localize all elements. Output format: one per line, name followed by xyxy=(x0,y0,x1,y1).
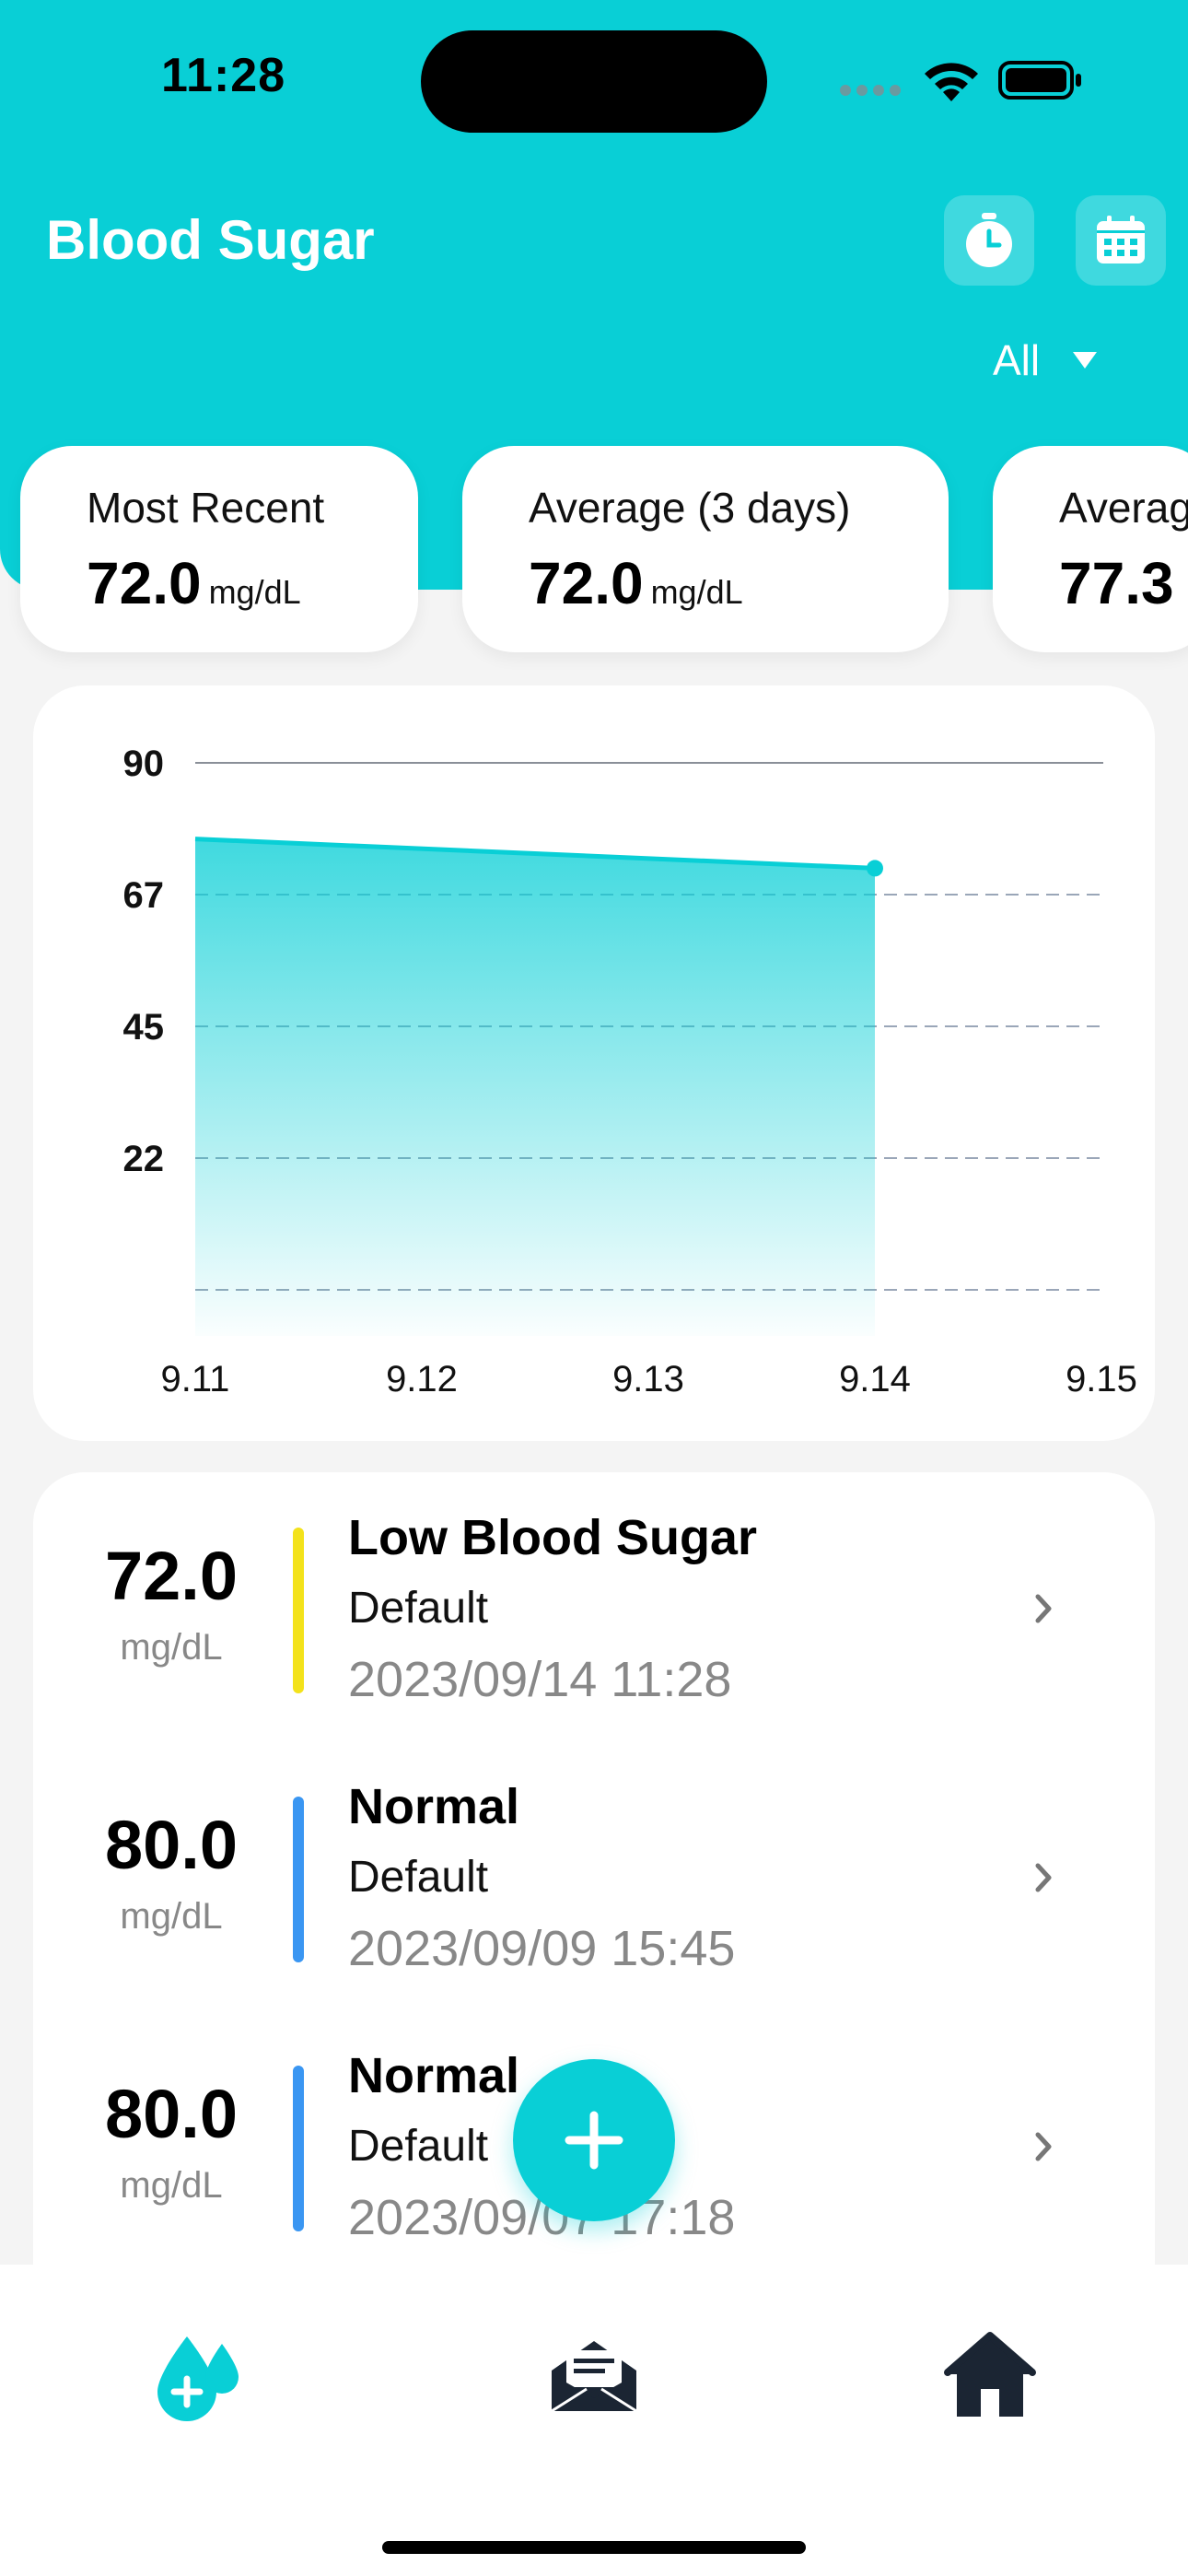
entry-profile: Default xyxy=(348,2122,489,2171)
add-reading-button[interactable] xyxy=(513,2059,675,2221)
series-line xyxy=(194,837,876,871)
entry-profile: Default xyxy=(348,1853,489,1902)
summary-label: Average (3 days) xyxy=(529,484,851,532)
wifi-icon xyxy=(925,63,978,101)
data-point xyxy=(867,860,883,877)
entry-timestamp: 2023/09/14 11:28 xyxy=(348,1652,732,1707)
y-tick-label: 45 xyxy=(123,1007,165,1048)
entry-unit: mg/dL xyxy=(120,2165,223,2206)
summary-card-average-3-days: Average (3 days) 72.0 mg/dL xyxy=(462,446,949,652)
summary-unit: mg/dL xyxy=(650,573,743,611)
list-item[interactable]: 80.0 mg/dL Normal Default 2023/09/07 17:… xyxy=(33,2010,1155,2277)
list-item[interactable]: 80.0 mg/dL Normal Default 2023/09/09 15:… xyxy=(33,1741,1155,2008)
calendar-button[interactable] xyxy=(1076,195,1166,286)
tab-bar xyxy=(0,2265,1188,2576)
timer-button[interactable] xyxy=(944,195,1034,286)
list-item[interactable]: 72.0 mg/dL Low Blood Sugar Default 2023/… xyxy=(33,1472,1155,1739)
entry-profile: Default xyxy=(348,1584,489,1633)
entry-timestamp: 2023/09/09 15:45 xyxy=(348,1921,736,1976)
status-color-bar xyxy=(293,1797,304,1962)
cellular-signal-icon xyxy=(840,85,901,96)
home-icon xyxy=(944,2332,1036,2417)
summary-value: 77.3 xyxy=(1059,550,1174,616)
status-bar: 11:28 xyxy=(0,0,1188,166)
y-tick-label: 67 xyxy=(123,875,165,916)
tab-home[interactable] xyxy=(930,2320,1050,2430)
entry-status: Low Blood Sugar xyxy=(348,1510,757,1565)
summary-label: Averag xyxy=(1059,484,1188,532)
filter-dropdown[interactable]: All xyxy=(993,335,1099,385)
entry-status: Normal xyxy=(348,2048,520,2103)
plus-icon xyxy=(565,2111,623,2170)
entry-unit: mg/dL xyxy=(120,1896,223,1937)
entry-unit: mg/dL xyxy=(120,1627,223,1668)
entry-value: 72.0 xyxy=(104,1538,239,1614)
home-indicator xyxy=(382,2541,806,2554)
chart-svg: 90 67 45 22 9.11 9.12 9.13 9.14 9.15 xyxy=(123,744,1137,1399)
summary-value: 72.0 xyxy=(529,550,644,616)
page-title: Blood Sugar xyxy=(46,209,375,271)
dropdown-triangle-icon xyxy=(1073,352,1098,369)
chevron-right-icon xyxy=(1035,1863,1052,1892)
blood-drop-icon xyxy=(157,2336,239,2421)
status-time: 11:28 xyxy=(161,49,286,102)
y-tick-label: 90 xyxy=(123,744,165,784)
chevron-right-icon xyxy=(1035,2132,1052,2161)
summary-card-most-recent: Most Recent 72.0 mg/dL xyxy=(20,446,418,652)
status-color-bar xyxy=(293,1528,304,1693)
filter-label: All xyxy=(993,336,1041,384)
y-tick-label: 22 xyxy=(123,1139,165,1179)
stopwatch-icon xyxy=(966,213,1012,267)
summary-value: 72.0 xyxy=(87,550,202,616)
x-tick-label: 9.11 xyxy=(161,1359,230,1399)
mail-icon xyxy=(551,2341,637,2413)
dynamic-island xyxy=(421,30,767,133)
tab-messages[interactable] xyxy=(534,2320,654,2430)
x-tick-label: 9.13 xyxy=(612,1359,684,1399)
series-area xyxy=(195,838,875,1336)
blood-sugar-chart: 90 67 45 22 9.11 9.12 9.13 9.14 9.15 xyxy=(33,685,1155,1441)
x-tick-label: 9.15 xyxy=(1066,1359,1137,1399)
calendar-icon xyxy=(1097,216,1145,263)
summary-card-average-partial: Averag 77.3 xyxy=(993,446,1188,652)
summary-label: Most Recent xyxy=(87,484,325,532)
entry-status: Normal xyxy=(348,1779,520,1834)
entry-value: 80.0 xyxy=(104,1807,239,1883)
battery-icon xyxy=(998,61,1081,100)
x-tick-label: 9.12 xyxy=(386,1359,458,1399)
entry-value: 80.0 xyxy=(104,2076,239,2152)
tab-blood-sugar[interactable] xyxy=(138,2320,258,2430)
summary-unit: mg/dL xyxy=(208,573,301,611)
x-tick-label: 9.14 xyxy=(839,1359,911,1399)
status-color-bar xyxy=(293,2066,304,2231)
chevron-right-icon xyxy=(1035,1594,1052,1623)
